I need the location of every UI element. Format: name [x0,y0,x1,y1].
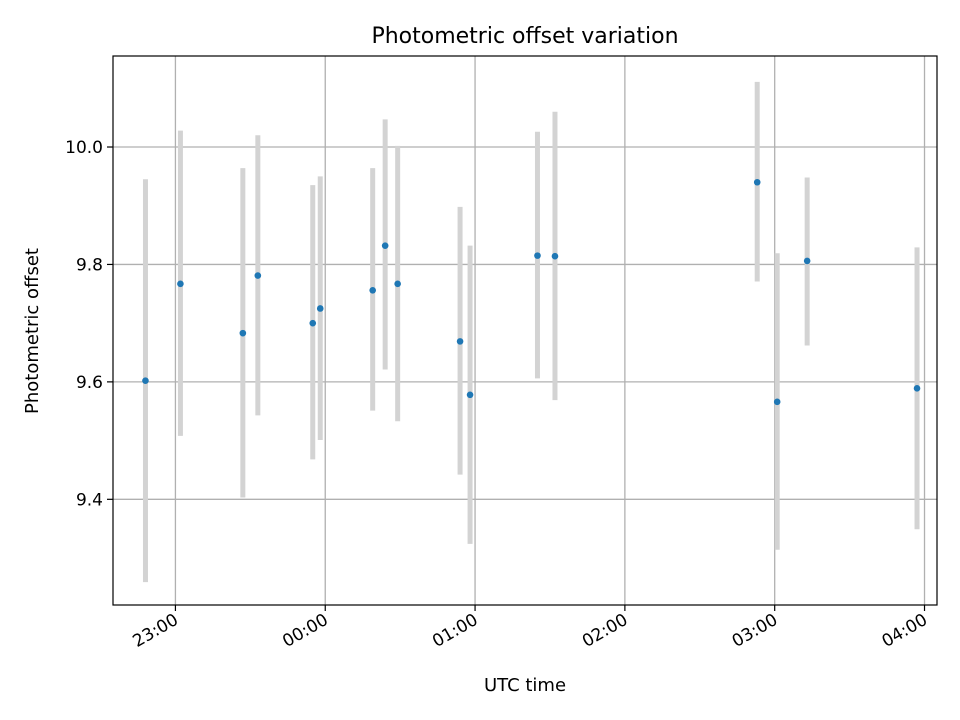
y-tick-label: 9.6 [76,373,103,393]
data-point [534,252,541,259]
plot-frame [112,55,938,606]
chart-title: Photometric offset variation [371,24,678,49]
grid-lines [113,56,937,605]
data-point [142,377,149,385]
data-point [239,329,247,337]
data-point [466,391,474,399]
data-point [177,280,184,288]
data-point [309,319,317,327]
data-point [456,338,464,345]
data-point [913,385,921,392]
data-points [142,178,921,406]
data-point [394,280,401,288]
data-point [773,398,781,406]
y-axis-ticks: 9.4 9.6 9.8 10.0 [65,138,113,510]
data-point [369,286,376,294]
data-point [753,178,761,186]
data-point [316,305,324,312]
y-tick-label: 9.4 [76,490,103,510]
data-point [381,242,389,249]
y-axis-label: Photometric offset [22,248,43,414]
x-axis-label: UTC time [484,675,566,696]
data-point [254,272,262,279]
y-tick-label: 9.8 [76,255,103,275]
data-point [551,252,559,260]
y-tick-label: 10.0 [65,138,103,158]
data-point [803,257,811,265]
